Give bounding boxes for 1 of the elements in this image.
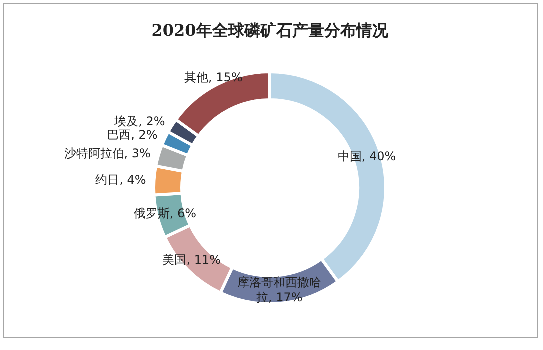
- title: 2020年全球磷矿石产量分布情况: [152, 21, 388, 40]
